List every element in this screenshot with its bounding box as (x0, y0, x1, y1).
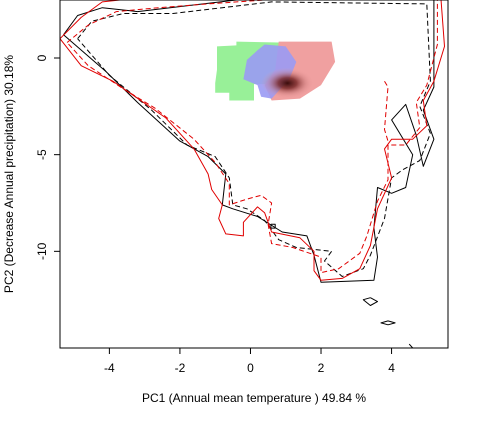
contour-black-solid-8 (270, 223, 276, 229)
density-peak (261, 67, 314, 99)
axes: -4 -2 0 2 4 0 -5 -10 (35, 54, 395, 375)
x-tick-label: 0 (247, 361, 254, 375)
y-tick-label: -10 (35, 242, 49, 260)
contour-black-solid-0 (63, 0, 435, 283)
contour-red-solid-2 (60, 0, 445, 281)
contour-black-solid-6 (380, 320, 396, 326)
contour-red-dashed-4 (384, 80, 389, 142)
plot-area (60, 0, 445, 348)
plot-frame (59, 0, 449, 349)
contour-black-solid-5 (362, 297, 378, 306)
contour-red-dashed-3 (66, 0, 438, 274)
x-axis-label: PC1 (Annual mean temperature ) 49.84 % (142, 391, 366, 405)
contour-black-dashed-1 (77, 1, 431, 277)
y-tick-label: 0 (35, 54, 49, 61)
contour-black-solid-7 (408, 343, 414, 348)
x-tick-label: -2 (175, 361, 186, 375)
y-axis-label: PC2 (Decrease Annual precipitation) 30.1… (2, 55, 16, 293)
x-tick-label: 2 (318, 361, 325, 375)
x-tick-label: -4 (104, 361, 115, 375)
x-tick-label: 4 (388, 361, 395, 375)
y-tick-label: -5 (35, 149, 49, 160)
